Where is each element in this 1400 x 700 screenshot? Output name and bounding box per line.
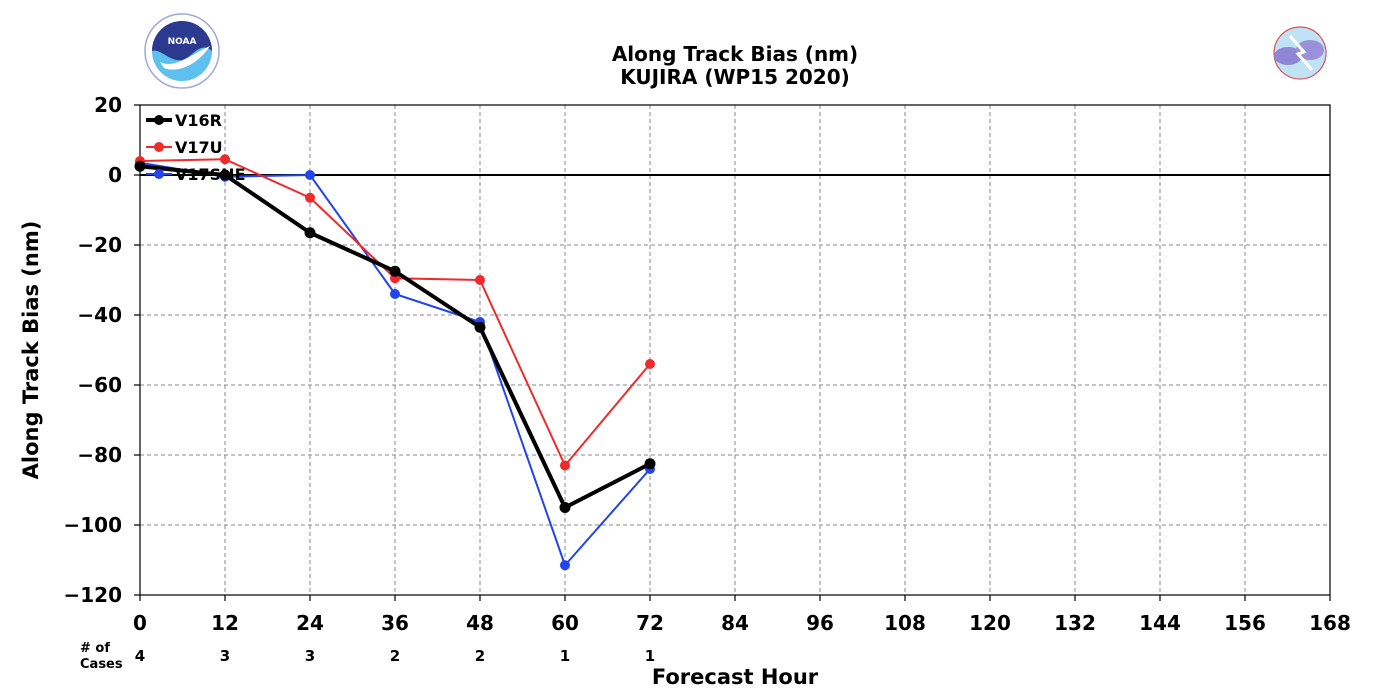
data-point-v17u	[220, 154, 230, 165]
x-tick-label: 36	[381, 611, 409, 635]
data-point-v17she	[560, 560, 570, 571]
y-tick-label: −20	[77, 233, 122, 257]
x-tick-label: 24	[296, 611, 324, 635]
data-point-v17she	[390, 289, 400, 299]
data-point-v17u	[305, 192, 315, 203]
legend-label-v16r: V16R	[175, 111, 222, 130]
data-point-v16r	[134, 160, 146, 172]
y-tick-label: −120	[63, 583, 122, 607]
y-tick-label: −40	[77, 303, 122, 327]
case-count: 3	[220, 647, 230, 665]
x-tick-label: 12	[211, 611, 239, 635]
x-tick-label: 132	[1054, 611, 1096, 635]
legend-marker-v17she	[154, 169, 164, 179]
chart-title: Along Track Bias (nm)	[612, 42, 858, 66]
y-tick-label: −100	[63, 513, 122, 537]
x-tick-label: 144	[1139, 611, 1181, 635]
case-count: 1	[560, 647, 570, 665]
x-tick-label: 84	[721, 611, 749, 635]
case-count: 4	[135, 647, 145, 665]
y-tick-label: −80	[77, 443, 122, 467]
y-tick-label: 20	[94, 93, 122, 117]
nws-logo-icon	[1263, 16, 1337, 90]
x-axis-label: Forecast Hour	[652, 665, 819, 689]
data-point-v16r	[219, 169, 231, 181]
y-axis-label: Along Track Bias (nm)	[19, 221, 43, 480]
x-tick-label: 48	[466, 611, 494, 635]
data-point-v16r	[559, 502, 571, 513]
case-count: 1	[645, 647, 655, 665]
x-tick-label: 72	[636, 611, 664, 635]
x-tick-label: 168	[1309, 611, 1351, 635]
y-tick-label: 0	[108, 163, 122, 187]
data-point-v16r	[474, 321, 486, 333]
case-count: 2	[475, 647, 485, 665]
x-tick-label: 108	[884, 611, 926, 635]
x-tick-label: 0	[133, 611, 147, 635]
y-tick-label: −60	[77, 373, 122, 397]
data-point-v16r	[389, 265, 401, 277]
data-point-v17u	[645, 359, 655, 369]
data-point-v17u	[560, 460, 570, 471]
noaa-logo-text: NOAA	[168, 37, 197, 47]
x-tick-label: 156	[1224, 611, 1266, 635]
noaa-logo-icon: NOAA	[144, 13, 220, 89]
case-count: 3	[305, 647, 315, 665]
x-tick-label: 60	[551, 611, 579, 635]
chart-subtitle: KUJIRA (WP15 2020)	[620, 65, 850, 89]
legend-marker-v16r	[154, 115, 164, 125]
case-count: 2	[390, 647, 400, 665]
cases-label-line1: # of	[80, 641, 110, 656]
data-point-v17u	[475, 275, 485, 285]
legend-label-v17u: V17U	[175, 138, 223, 157]
data-point-v16r	[644, 458, 656, 470]
legend-marker-v17u	[154, 142, 164, 152]
data-point-v16r	[304, 227, 316, 239]
x-tick-label: 96	[806, 611, 834, 635]
x-tick-label: 120	[969, 611, 1011, 635]
cases-label-line2: Cases	[80, 657, 123, 672]
legend-label-v17she: V17SHE	[175, 165, 246, 184]
data-point-v17she	[305, 170, 315, 180]
